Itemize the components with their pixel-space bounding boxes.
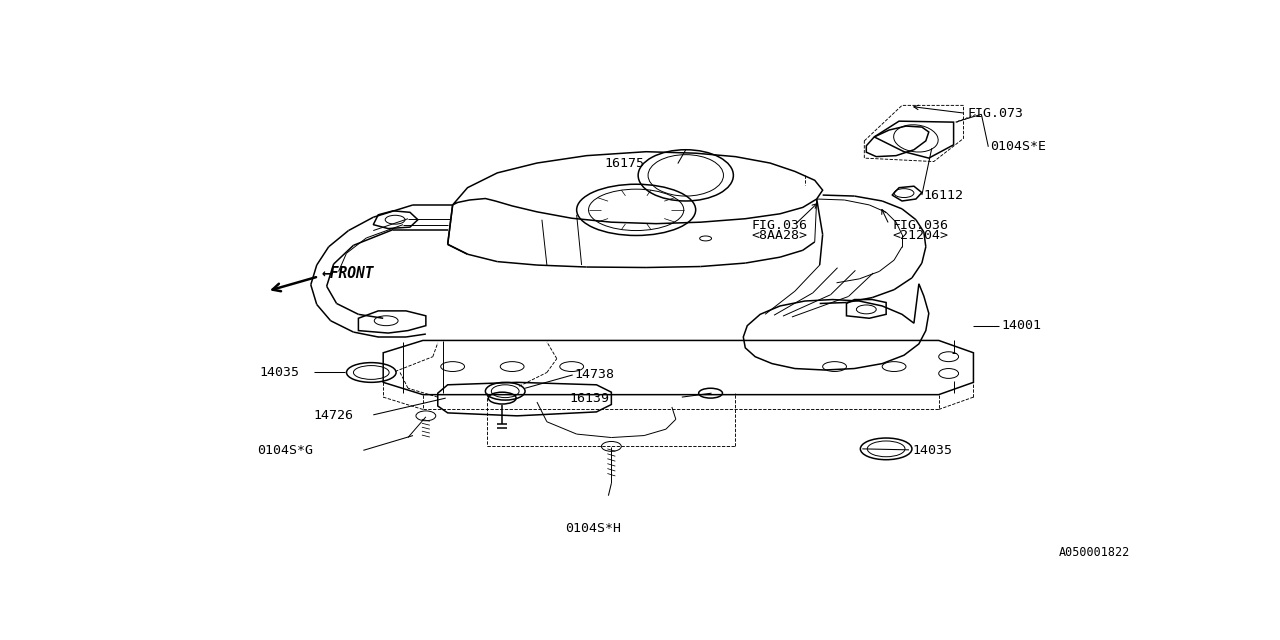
Text: 14035: 14035 <box>911 444 952 457</box>
Text: FIG.073: FIG.073 <box>968 107 1024 120</box>
Text: ←FRONT: ←FRONT <box>321 266 374 282</box>
Text: 14001: 14001 <box>1001 319 1041 332</box>
Text: 16112: 16112 <box>924 189 964 202</box>
Text: 14738: 14738 <box>575 369 614 381</box>
Text: 14726: 14726 <box>314 410 353 422</box>
Text: 14035: 14035 <box>259 366 300 379</box>
Text: <8AA28>: <8AA28> <box>751 229 808 242</box>
Text: 0104S*H: 0104S*H <box>564 522 621 534</box>
Text: FIG.036: FIG.036 <box>892 219 948 232</box>
Text: FIG.036: FIG.036 <box>751 219 808 232</box>
Text: <21204>: <21204> <box>892 229 948 242</box>
Text: 0104S*E: 0104S*E <box>991 140 1046 153</box>
Text: 0104S*G: 0104S*G <box>257 444 314 457</box>
Text: 16139: 16139 <box>570 392 609 404</box>
Text: 16175: 16175 <box>604 157 644 170</box>
Text: A050001822: A050001822 <box>1059 546 1130 559</box>
